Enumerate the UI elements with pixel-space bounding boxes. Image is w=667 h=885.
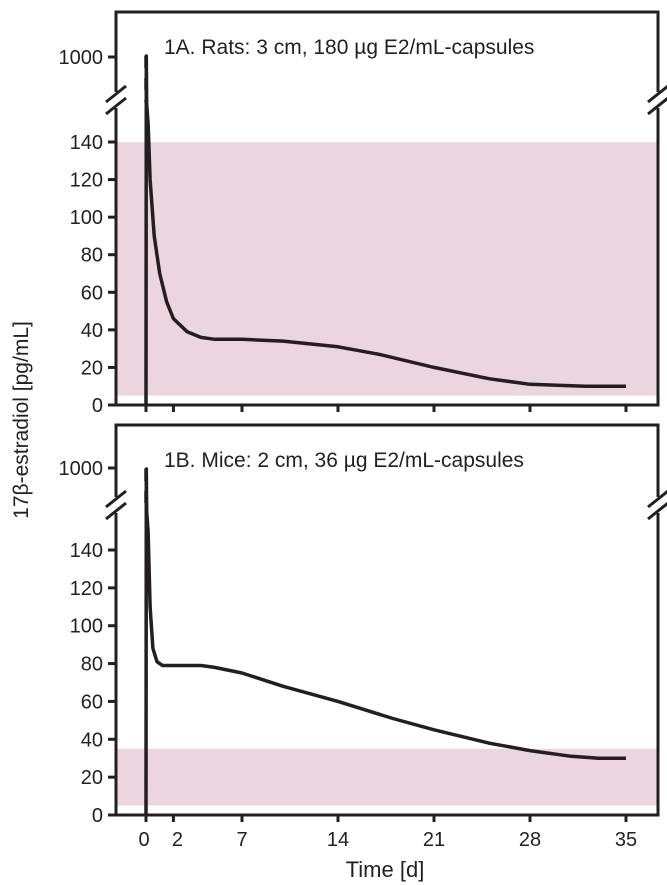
axis-break-mark — [105, 501, 127, 521]
panel-title: 1B. Mice: 2 cm, 36 µg E2/mL-capsules — [164, 449, 524, 472]
y-tick-label: 0 — [92, 805, 103, 827]
y-tick-label: 20 — [81, 357, 103, 379]
frame-lower — [114, 108, 660, 407]
x-tick-label: 2 — [172, 829, 183, 851]
y-tick-label: 120 — [70, 578, 103, 600]
axis-break-mark — [105, 489, 127, 509]
frame-upper — [114, 423, 660, 497]
y-tick-label: 40 — [81, 729, 103, 751]
y-tick-label: 140 — [70, 132, 103, 154]
x-tick-label: 28 — [519, 829, 541, 851]
physiological-range-band — [116, 748, 658, 806]
axis-break-mark — [105, 96, 127, 116]
panel-title: 1A. Rats: 3 cm, 180 µg E2/mL-capsules — [164, 36, 534, 59]
y-tick-label: 40 — [81, 320, 103, 342]
x-axis-label: Time [d] — [346, 857, 425, 882]
axis-break-mark — [647, 489, 667, 509]
series-line — [144, 54, 626, 406]
y-tick-label: 20 — [81, 767, 103, 789]
series-line — [144, 467, 626, 816]
y-tick-label: 100 — [70, 207, 103, 229]
y-tick-label: 140 — [70, 540, 103, 562]
frame-upper — [114, 10, 660, 92]
y-tick-label: 80 — [81, 654, 103, 676]
axis-break-mark — [647, 96, 667, 116]
y-tick-label: 1000 — [59, 458, 104, 480]
x-tick-label: 14 — [327, 829, 349, 851]
axis-break-mark — [105, 84, 127, 104]
axis-break-mark — [647, 84, 667, 104]
y-tick-label: 120 — [70, 170, 103, 192]
y-tick-label: 100 — [70, 616, 103, 638]
physiological-range-band — [116, 142, 658, 396]
x-tick-label: 35 — [615, 829, 637, 851]
axis-break-mark — [647, 501, 667, 521]
y-axis-label: 17β-estradiol [pg/mL] — [10, 321, 33, 519]
panel-rats: 0 20 40 60 80 100 120 140 1000 1A. Rats: 3 cm, 18… — [59, 10, 667, 417]
x-tick-label: 21 — [423, 829, 445, 851]
y-tick-label: 80 — [81, 245, 103, 267]
x-tick-label: 7 — [236, 829, 247, 851]
y-tick-label: 60 — [81, 282, 103, 304]
y-tick-label: 1000 — [59, 47, 104, 69]
y-tick-label: 60 — [81, 691, 103, 713]
y-tick-label: 0 — [92, 395, 103, 417]
panel-mice: 0 20 40 60 80 100 120 140 1000 0 2 7 14 21 28 35 1B. Mic… — [59, 423, 667, 851]
x-tick-label: 0 — [138, 829, 149, 851]
